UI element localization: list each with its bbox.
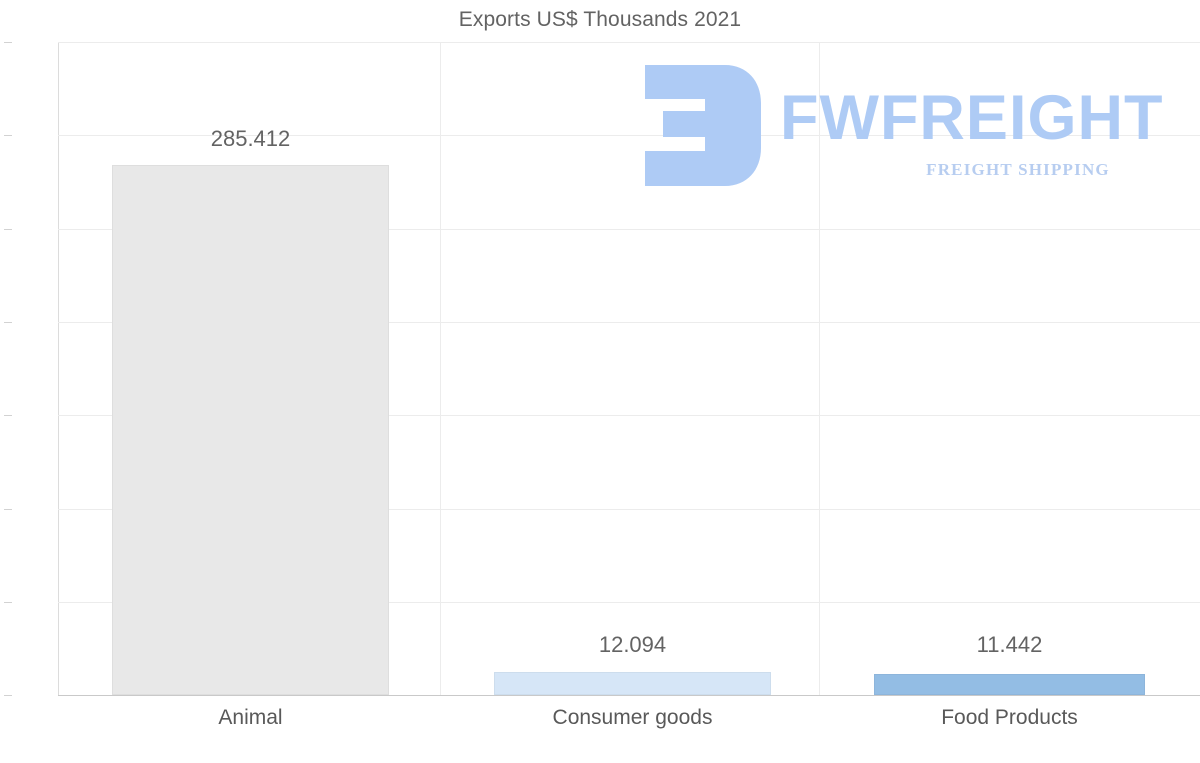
y-axis-tickmark [4,322,12,323]
gridline-150 [58,415,1200,416]
x-axis-label-consumer-goods: Consumer goods [552,706,713,729]
bar-value-animal: 285.412 [210,126,291,151]
x-axis-label-food-products: Food Products [941,706,1078,729]
gridline-200 [58,322,1200,323]
gridline-250 [58,229,1200,230]
bar-animal[interactable] [112,165,389,695]
gridline-100 [58,509,1200,510]
y-axis-tickmark [4,602,12,603]
category-separator [440,42,441,695]
bar-consumer-goods[interactable] [494,672,771,695]
y-axis-tickmark [4,229,12,230]
chart-title: Exports US$ Thousands 2021 [458,8,742,31]
y-axis-tickmark [4,695,12,696]
bar-value-consumer-goods: 12.094 [598,632,667,657]
gridline-350 [58,42,1200,43]
category-separator [819,42,820,695]
bar-value-food-products: 11.442 [976,632,1043,657]
gridline-300 [58,135,1200,136]
y-axis-tickmark [4,509,12,510]
x-axis-label-animal: Animal [218,706,283,729]
x-axis-baseline [58,695,1200,696]
gridline-50 [58,602,1200,603]
y-axis-tickmark [4,415,12,416]
plot-area [58,42,1200,696]
bar-food-products[interactable] [874,674,1145,695]
y-axis-tickmark [4,135,12,136]
y-axis-tickmark [4,42,12,43]
y-axis-line [58,42,59,696]
